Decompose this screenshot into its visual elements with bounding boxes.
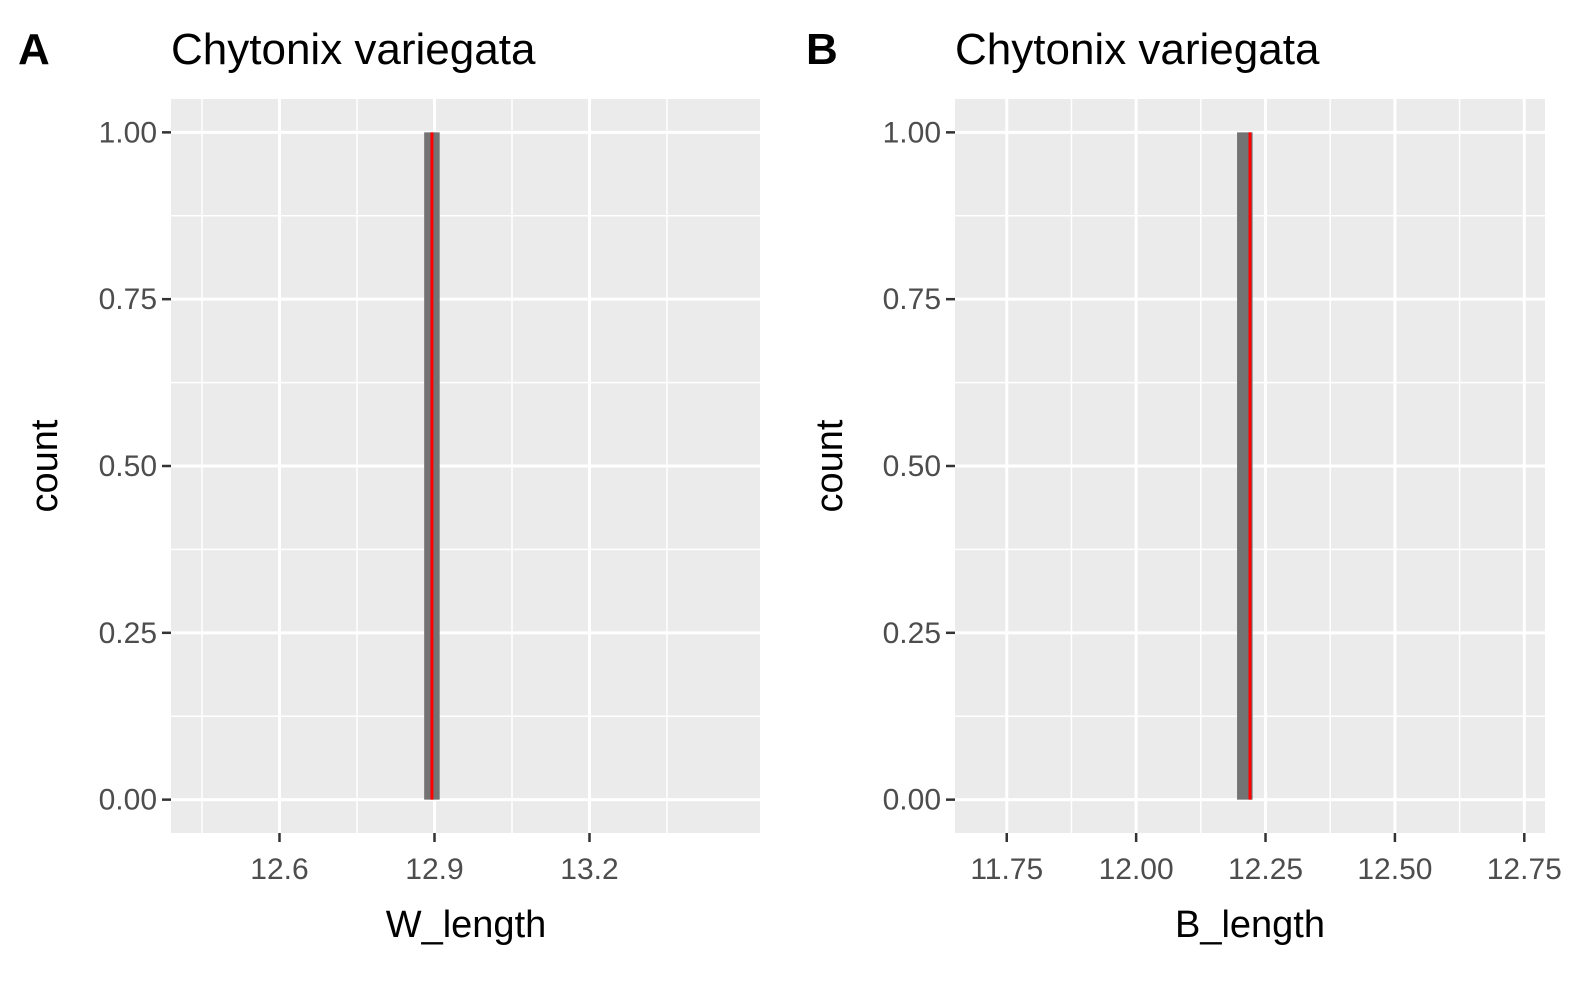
y-tick-label: 0.75 bbox=[99, 283, 157, 316]
chart-title: Chytonix variegata bbox=[955, 25, 1320, 74]
x-tick-label: 12.75 bbox=[1487, 853, 1562, 886]
panel-letter: A bbox=[18, 25, 50, 74]
panel-b: 0.00 0.25 0.50 0.75 1.00 11.75 12.00 12.25 12.50… bbox=[806, 25, 1562, 946]
y-tick-label: 0.25 bbox=[883, 617, 941, 650]
y-tick-label: 0.50 bbox=[883, 450, 941, 483]
chart-title: Chytonix variegata bbox=[171, 25, 536, 74]
y-tick-label: 0.00 bbox=[883, 784, 941, 817]
x-tick-label: 12.50 bbox=[1357, 853, 1432, 886]
y-tick-label: 1.00 bbox=[99, 116, 157, 149]
panel-letter: B bbox=[806, 25, 838, 74]
x-tick-label: 11.75 bbox=[970, 853, 1043, 886]
panel-a: 0.00 0.25 0.50 0.75 1.00 12.6 12.9 13.2 A Chytoni… bbox=[18, 25, 760, 946]
y-tick-label: 1.00 bbox=[883, 116, 941, 149]
x-tick-label: 12.9 bbox=[405, 853, 463, 886]
x-tick-label: 12.00 bbox=[1099, 853, 1174, 886]
x-tick-label: 12.25 bbox=[1228, 853, 1303, 886]
x-tick-label: 12.6 bbox=[250, 853, 308, 886]
x-axis-title: W_length bbox=[386, 904, 547, 946]
y-axis-title: count bbox=[24, 419, 66, 512]
y-tick-label: 0.00 bbox=[99, 784, 157, 817]
y-axis-title: count bbox=[809, 419, 851, 512]
y-tick-label: 0.75 bbox=[883, 283, 941, 316]
y-tick-label: 0.50 bbox=[99, 450, 157, 483]
y-tick-label: 0.25 bbox=[99, 617, 157, 650]
x-axis-title: B_length bbox=[1175, 904, 1325, 946]
x-tick-label: 13.2 bbox=[560, 853, 618, 886]
